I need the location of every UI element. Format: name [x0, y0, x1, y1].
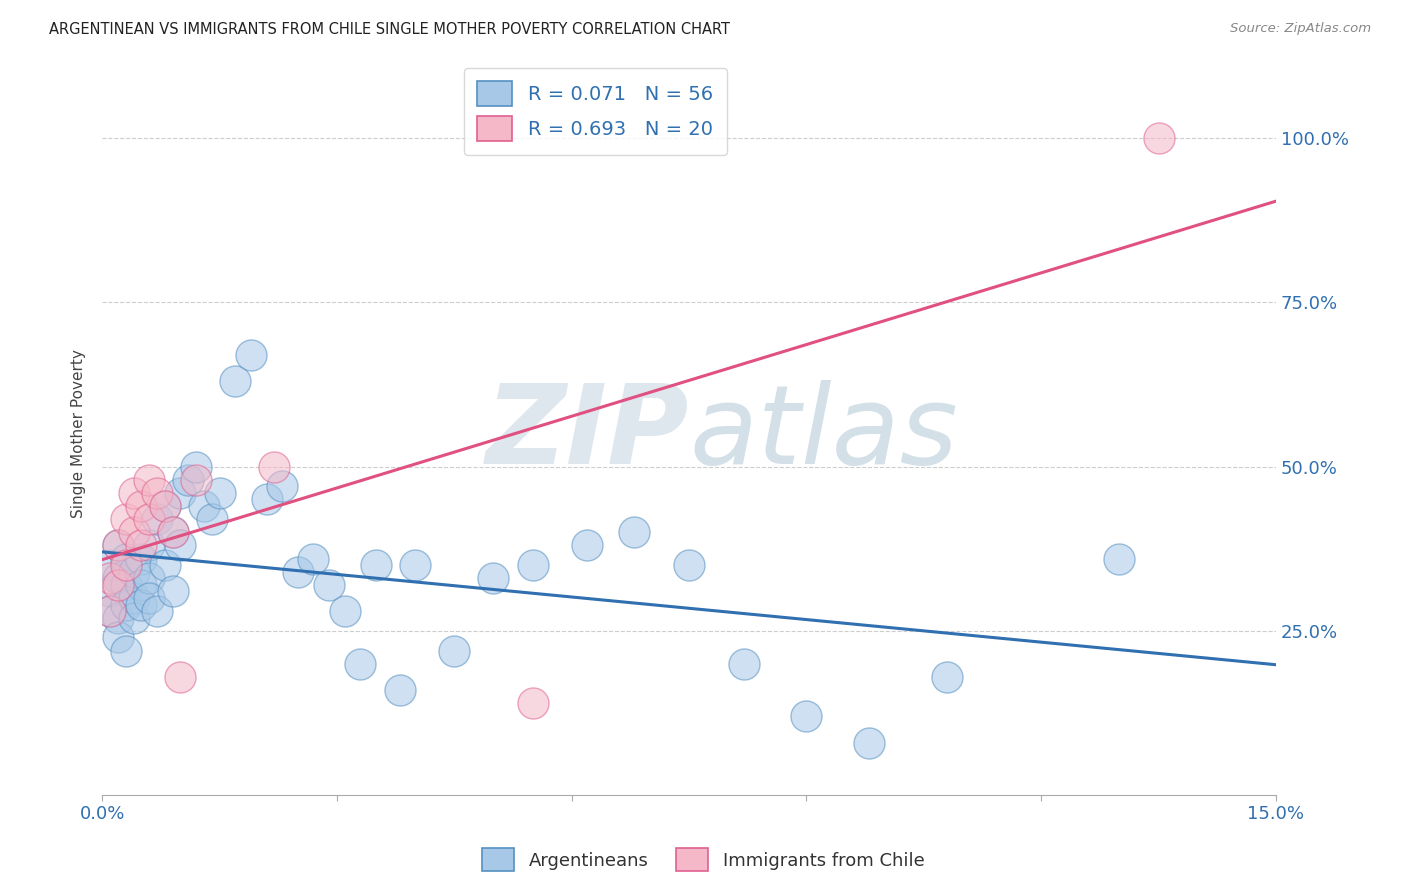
- Point: [271, 479, 294, 493]
- Legend: R = 0.071   N = 56, R = 0.693   N = 20: R = 0.071 N = 56, R = 0.693 N = 20: [464, 68, 727, 154]
- Point: [169, 670, 191, 684]
- Text: ARGENTINEAN VS IMMIGRANTS FROM CHILE SINGLE MOTHER POVERTY CORRELATION CHART: ARGENTINEAN VS IMMIGRANTS FROM CHILE SIN…: [49, 22, 730, 37]
- Point: [114, 643, 136, 657]
- Point: [522, 696, 544, 710]
- Point: [169, 539, 191, 553]
- Point: [107, 631, 129, 645]
- Text: atlas: atlas: [689, 380, 957, 487]
- Point: [162, 525, 184, 540]
- Point: [201, 512, 224, 526]
- Point: [107, 539, 129, 553]
- Text: Source: ZipAtlas.com: Source: ZipAtlas.com: [1230, 22, 1371, 36]
- Point: [364, 558, 387, 573]
- Point: [114, 558, 136, 573]
- Point: [576, 539, 599, 553]
- Point: [318, 578, 340, 592]
- Point: [153, 499, 176, 513]
- Point: [796, 709, 818, 723]
- Point: [138, 571, 160, 585]
- Point: [388, 683, 411, 698]
- Point: [224, 374, 246, 388]
- Point: [239, 348, 262, 362]
- Point: [107, 578, 129, 592]
- Point: [443, 643, 465, 657]
- Point: [287, 565, 309, 579]
- Point: [162, 584, 184, 599]
- Point: [177, 473, 200, 487]
- Point: [146, 486, 169, 500]
- Point: [162, 525, 184, 540]
- Point: [107, 539, 129, 553]
- Point: [184, 473, 207, 487]
- Point: [114, 551, 136, 566]
- Point: [138, 473, 160, 487]
- Point: [146, 604, 169, 618]
- Point: [114, 512, 136, 526]
- Point: [256, 492, 278, 507]
- Point: [1108, 551, 1130, 566]
- Point: [107, 611, 129, 625]
- Point: [193, 499, 215, 513]
- Text: ZIP: ZIP: [485, 380, 689, 487]
- Point: [107, 571, 129, 585]
- Point: [98, 584, 121, 599]
- Point: [131, 578, 153, 592]
- Point: [98, 571, 121, 585]
- Point: [302, 551, 325, 566]
- Point: [122, 486, 145, 500]
- Point: [858, 735, 880, 749]
- Point: [138, 512, 160, 526]
- Point: [131, 551, 153, 566]
- Point: [131, 539, 153, 553]
- Point: [122, 591, 145, 605]
- Point: [169, 486, 191, 500]
- Point: [936, 670, 959, 684]
- Point: [153, 499, 176, 513]
- Point: [184, 459, 207, 474]
- Point: [208, 486, 231, 500]
- Point: [114, 598, 136, 612]
- Point: [122, 525, 145, 540]
- Point: [114, 578, 136, 592]
- Point: [733, 657, 755, 671]
- Point: [138, 539, 160, 553]
- Point: [122, 565, 145, 579]
- Point: [122, 611, 145, 625]
- Point: [1147, 131, 1170, 145]
- Point: [146, 512, 169, 526]
- Point: [98, 604, 121, 618]
- Point: [263, 459, 285, 474]
- Point: [333, 604, 356, 618]
- Point: [131, 598, 153, 612]
- Point: [623, 525, 645, 540]
- Legend: Argentineans, Immigrants from Chile: Argentineans, Immigrants from Chile: [474, 841, 932, 879]
- Point: [678, 558, 700, 573]
- Point: [404, 558, 426, 573]
- Point: [522, 558, 544, 573]
- Point: [153, 558, 176, 573]
- Point: [98, 604, 121, 618]
- Point: [131, 499, 153, 513]
- Point: [138, 591, 160, 605]
- Point: [349, 657, 371, 671]
- Point: [98, 558, 121, 573]
- Point: [482, 571, 505, 585]
- Y-axis label: Single Mother Poverty: Single Mother Poverty: [72, 350, 86, 518]
